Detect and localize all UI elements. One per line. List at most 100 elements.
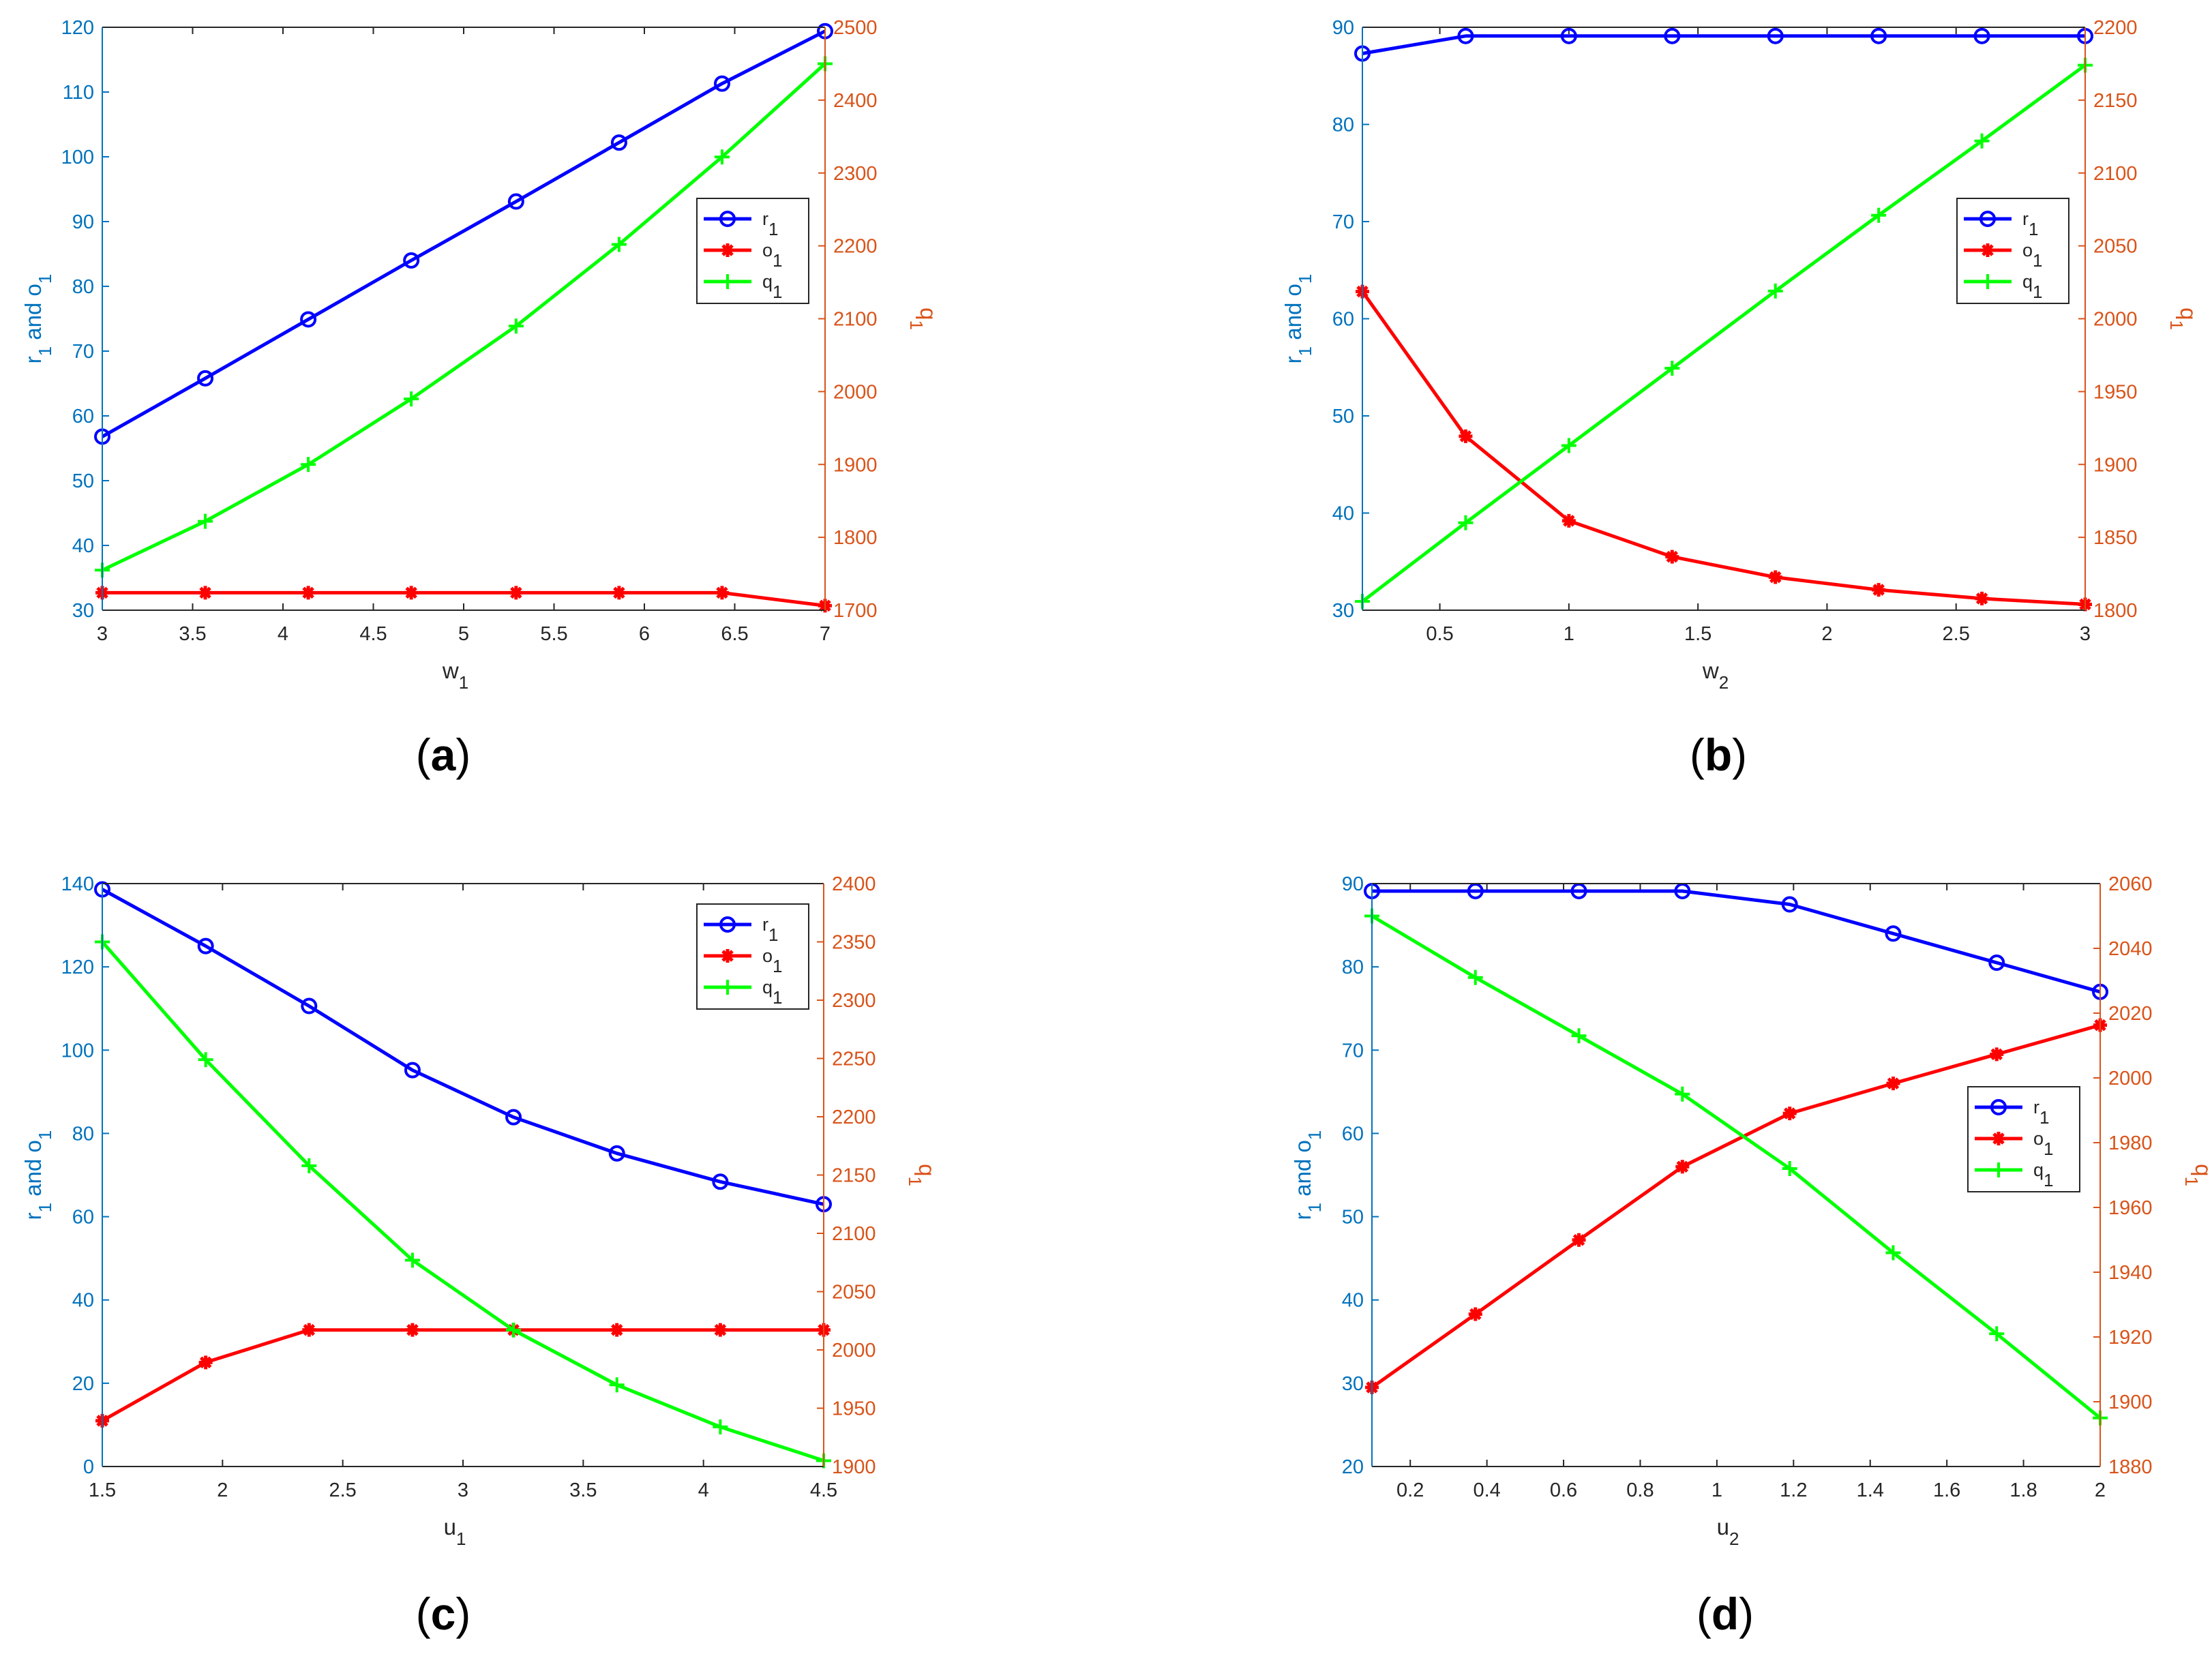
x-tick-label: 1.6 bbox=[1933, 1479, 1960, 1501]
y-right-tick-label: 1960 bbox=[2108, 1197, 2153, 1219]
legend-marker-q1 bbox=[720, 274, 735, 289]
y-left-tick-label: 100 bbox=[61, 147, 94, 168]
y-right-tick-label: 1900 bbox=[2093, 454, 2138, 476]
point-q1 bbox=[1467, 969, 1483, 985]
series-line-r1 bbox=[1362, 34, 2085, 55]
x-tick-label: 2.5 bbox=[329, 1479, 357, 1501]
series-line-o1 bbox=[1360, 290, 2086, 606]
y-left-tick-label: 90 bbox=[1332, 17, 1354, 39]
y-right-tick-label: 2300 bbox=[832, 990, 876, 1012]
point-o1 bbox=[509, 586, 523, 600]
y-right-tick-label: 2200 bbox=[832, 1107, 876, 1128]
point-r1 bbox=[505, 1109, 522, 1126]
legend-label-o1: o1 bbox=[762, 240, 783, 271]
point-o1 bbox=[610, 1323, 624, 1337]
y-left-tick-label: 120 bbox=[61, 957, 94, 978]
legend-label-q1: q1 bbox=[762, 977, 783, 1008]
point-q1 bbox=[404, 1252, 420, 1268]
series-line-r1 bbox=[1372, 889, 2101, 994]
point-q1 bbox=[404, 391, 419, 407]
legend-marker-q1 bbox=[1980, 274, 1995, 289]
point-r1 bbox=[1767, 27, 1784, 44]
caption-a: (a) bbox=[416, 730, 471, 780]
y-left-tick-label: 80 bbox=[1342, 957, 1364, 978]
y-right-tick-label: 2300 bbox=[833, 163, 878, 185]
x-tick-label: 3.5 bbox=[569, 1479, 597, 1501]
y-right-tick-label: 2050 bbox=[832, 1282, 876, 1304]
point-q1 bbox=[506, 1322, 522, 1338]
plot-area-a bbox=[102, 27, 825, 610]
point-q1 bbox=[611, 237, 627, 252]
x-tick-label: 2 bbox=[1821, 623, 1832, 645]
point-o1 bbox=[405, 1323, 419, 1337]
point-r1 bbox=[197, 370, 214, 387]
point-q1 bbox=[301, 457, 316, 472]
legend-label-r1: r1 bbox=[2022, 209, 2038, 239]
point-q1 bbox=[713, 1419, 728, 1434]
legend-marker-r1 bbox=[719, 916, 736, 933]
x-tick-label: 1.5 bbox=[89, 1479, 116, 1501]
point-o1 bbox=[1886, 1077, 1900, 1091]
point-o1 bbox=[1459, 429, 1473, 443]
legend-marker-o1 bbox=[721, 243, 734, 257]
point-o1 bbox=[1572, 1233, 1586, 1247]
point-o1 bbox=[715, 586, 729, 600]
point-r1 bbox=[1457, 27, 1474, 44]
point-r1 bbox=[610, 134, 627, 151]
x-tick-label: 4.5 bbox=[359, 623, 387, 645]
y-right-tick-label: 1800 bbox=[2093, 600, 2138, 622]
point-o1 bbox=[1975, 591, 1989, 605]
point-q1 bbox=[1675, 1086, 1690, 1102]
point-o1 bbox=[1872, 583, 1886, 597]
series-line-q1 bbox=[101, 940, 824, 1462]
y-right-tick-label: 2000 bbox=[2093, 309, 2138, 331]
y-right-axis-label: q1 bbox=[906, 307, 941, 330]
y-left-tick-label: 30 bbox=[1342, 1373, 1364, 1395]
y-right-tick-label: 2000 bbox=[833, 381, 878, 403]
legend-label-o1: o1 bbox=[762, 946, 783, 976]
point-o1 bbox=[198, 1355, 213, 1370]
legend-label-q1: q1 bbox=[2033, 1160, 2054, 1190]
x-tick-label: 5 bbox=[458, 623, 469, 645]
y-right-tick-label: 1900 bbox=[833, 454, 878, 476]
legend-marker-r1 bbox=[719, 211, 736, 227]
point-q1 bbox=[301, 1158, 317, 1173]
point-r1 bbox=[404, 1062, 421, 1079]
point-r1 bbox=[301, 997, 318, 1014]
point-r1 bbox=[1988, 954, 2005, 972]
y-right-tick-label: 2400 bbox=[833, 90, 878, 112]
y-right-tick-label: 1880 bbox=[2108, 1456, 2153, 1478]
y-right-tick-label: 1950 bbox=[2093, 381, 2138, 403]
x-tick-label: 0.4 bbox=[1473, 1479, 1500, 1501]
x-tick-label: 3 bbox=[97, 623, 108, 645]
series-line-q1 bbox=[1371, 914, 2102, 1419]
point-q1 bbox=[609, 1377, 625, 1393]
point-r1 bbox=[1664, 27, 1681, 44]
x-tick-label: 7 bbox=[820, 623, 831, 645]
y-right-tick-label: 2200 bbox=[2093, 17, 2138, 39]
point-o1 bbox=[1675, 1160, 1690, 1174]
y-left-axis-label: r1 and o1 bbox=[20, 1130, 55, 1220]
y-right-tick-label: 2200 bbox=[833, 236, 878, 258]
x-axis-label: u1 bbox=[444, 1514, 466, 1549]
y-right-tick-label: 2350 bbox=[832, 932, 876, 954]
point-r1 bbox=[712, 1173, 729, 1190]
legend-marker-q1 bbox=[720, 980, 735, 995]
y-right-tick-label: 2100 bbox=[833, 309, 878, 331]
series-line-q1 bbox=[1361, 63, 2087, 603]
y-right-tick-label: 2250 bbox=[832, 1049, 876, 1070]
caption-c: (c) bbox=[416, 1589, 471, 1639]
point-o1 bbox=[198, 586, 213, 600]
y-left-tick-label: 140 bbox=[61, 873, 94, 895]
point-o1 bbox=[612, 586, 626, 600]
y-right-tick-label: 1980 bbox=[2108, 1132, 2153, 1154]
x-tick-label: 1 bbox=[1712, 1479, 1722, 1501]
point-q1 bbox=[714, 149, 730, 165]
point-q1 bbox=[1782, 1161, 1797, 1176]
legend-marker-o1 bbox=[721, 949, 734, 963]
legend-label-o1: o1 bbox=[2033, 1128, 2054, 1159]
y-right-tick-label: 1900 bbox=[832, 1456, 876, 1478]
x-tick-label: 6 bbox=[639, 623, 650, 645]
